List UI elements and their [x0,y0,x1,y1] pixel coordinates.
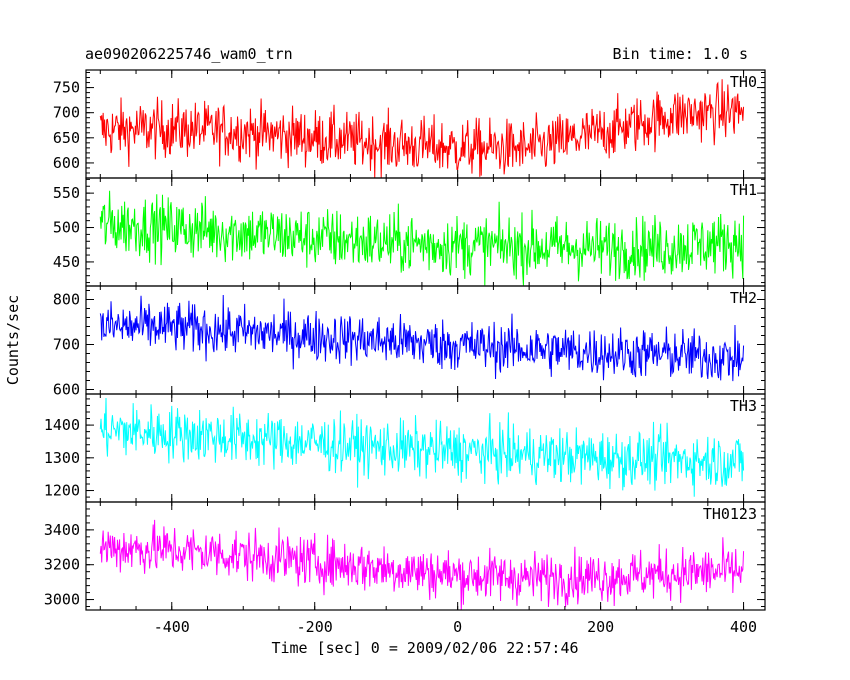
y-tick-label: 650 [53,129,80,147]
panel-frame [86,286,765,394]
y-tick-label: 800 [53,291,80,309]
y-tick-label: 750 [53,79,80,97]
y-tick-label: 1300 [44,449,80,467]
panel-th2: 600 700 800 TH2 [53,286,765,399]
y-tick-label: 3200 [44,556,80,574]
panel-frame [86,178,765,286]
x-tick-label: -400 [154,618,190,636]
x-tick-label: 400 [730,618,757,636]
y-tick-label: 1400 [44,416,80,434]
series-th0 [100,79,743,177]
panels-group: 600 650 700 750 TH0 450 500 550 TH1 600 700 800 TH2 1… [44,70,765,610]
series-th3 [100,398,743,497]
panel-th0123: 3000 3200 3400 TH0123 [44,502,765,610]
y-axis-label: Counts/sec [4,295,22,385]
panel-label: TH1 [730,181,757,199]
panel-label: TH0123 [703,505,757,523]
y-tick-label: 700 [53,336,80,354]
series-th2 [100,295,743,381]
y-tick-label: 450 [53,253,80,271]
chart-title: ae090206225746_wam0_trn [85,45,293,63]
x-tick-label: 0 [453,618,462,636]
series-th0123 [100,520,743,610]
series-th1 [100,191,743,286]
x-tick-label: -200 [297,618,333,636]
panel-th3: 1200 1300 1400 TH3 [44,394,765,502]
y-tick-label: 1200 [44,482,80,500]
y-tick-label: 700 [53,104,80,122]
panel-frame [86,502,765,610]
y-tick-label: 600 [53,154,80,172]
x-axis-label: Time [sec] 0 = 2009/02/06 22:57:46 [271,639,578,657]
panel-label: TH3 [730,397,757,415]
panel-th1: 450 500 550 TH1 [53,178,765,286]
bin-time-label: Bin time: 1.0 s [613,45,748,63]
y-tick-label: 500 [53,219,80,237]
light-curve-chart: ae090206225746_wam0_trn Bin time: 1.0 s … [0,0,850,680]
y-tick-label: 600 [53,381,80,399]
panel-th0: 600 650 700 750 TH0 [53,70,765,178]
x-tick-label: 200 [587,618,614,636]
panel-label: TH2 [730,289,757,307]
y-tick-label: 550 [53,184,80,202]
y-tick-label: 3000 [44,591,80,609]
y-tick-label: 3400 [44,521,80,539]
panel-label: TH0 [730,73,757,91]
x-axis: -400 -200 0 200 400 [154,618,757,636]
